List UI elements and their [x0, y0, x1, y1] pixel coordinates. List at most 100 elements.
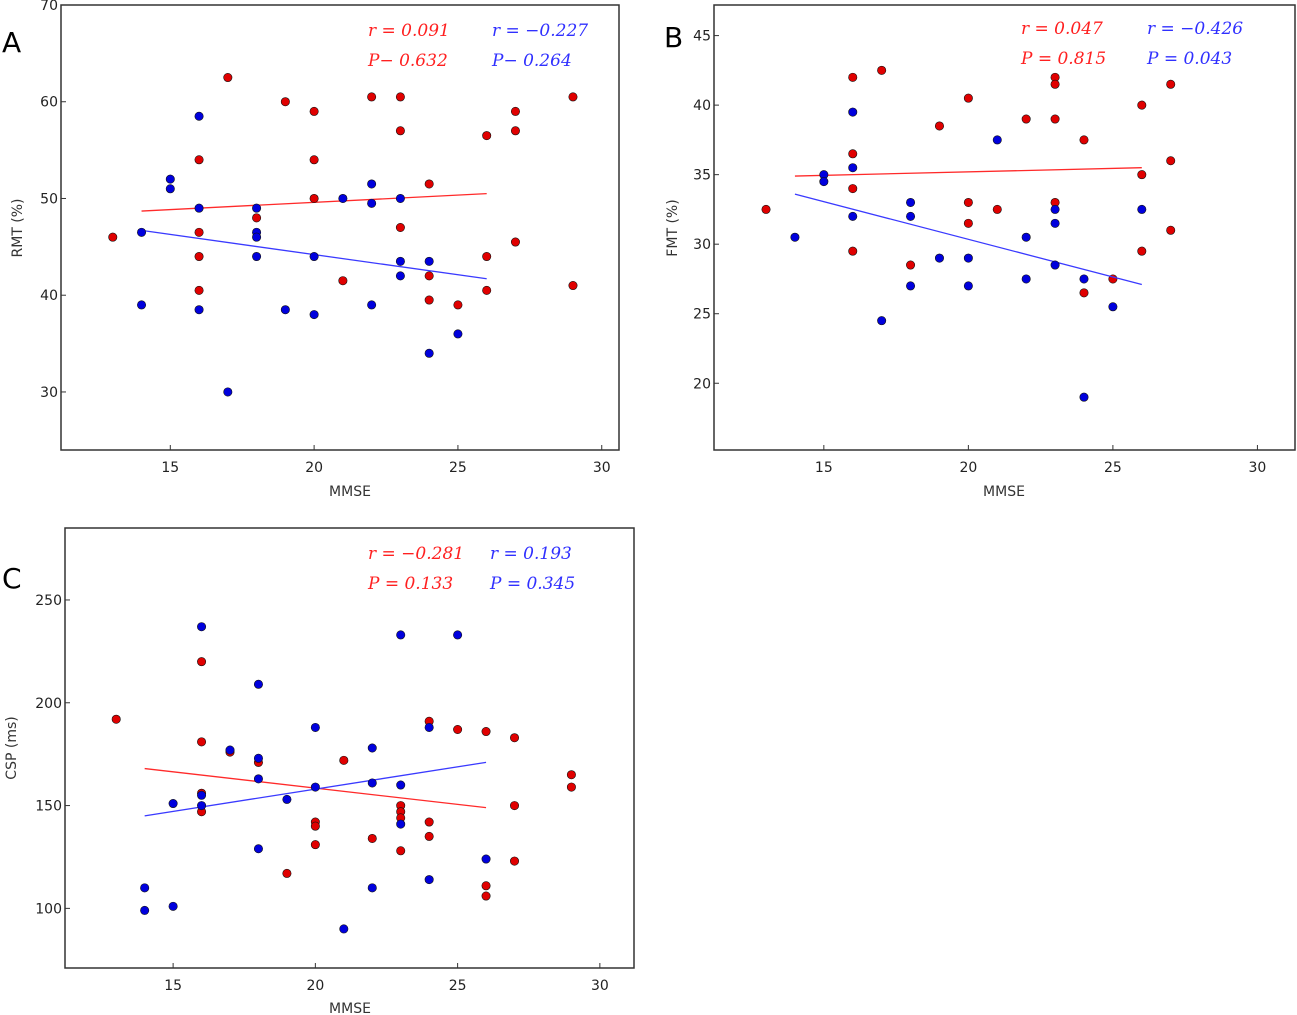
- red-data-point: [992, 204, 1002, 214]
- blue-data-point: [396, 780, 406, 790]
- red-p-annotation: P− 0.632: [367, 51, 448, 71]
- red-data-point: [194, 227, 204, 237]
- blue-data-point: [165, 184, 175, 194]
- y-tick-label: 35: [693, 168, 711, 184]
- red-data-point: [223, 73, 233, 83]
- red-data-point: [1079, 288, 1089, 298]
- red-data-point: [338, 276, 348, 286]
- plot-frame: [713, 4, 1296, 451]
- x-tick-label: 15: [161, 460, 179, 476]
- blue-data-point: [1079, 274, 1089, 284]
- x-tick-label: 30: [1249, 460, 1267, 476]
- blue-data-point: [140, 883, 150, 893]
- red-data-point: [309, 193, 319, 203]
- blue-data-point: [197, 622, 207, 632]
- y-axis-label: FMT (%): [665, 199, 681, 256]
- red-data-point: [481, 881, 491, 891]
- x-tick-label: 15: [164, 978, 182, 994]
- blue-data-point: [168, 901, 178, 911]
- y-tick-label: 60: [40, 95, 58, 111]
- blue-data-point: [367, 300, 377, 310]
- red-data-point: [1021, 114, 1031, 124]
- red-data-point: [1137, 246, 1147, 256]
- red-data-point: [396, 846, 406, 856]
- red-data-point: [194, 155, 204, 165]
- blue-data-point: [396, 819, 406, 829]
- red-data-point: [963, 197, 973, 207]
- red-data-point: [963, 218, 973, 228]
- blue-data-point: [1050, 260, 1060, 270]
- red-data-point: [481, 727, 491, 737]
- red-data-point: [309, 155, 319, 165]
- red-data-point: [906, 260, 916, 270]
- red-data-point: [1166, 225, 1176, 235]
- plot-frame: [60, 4, 620, 451]
- red-data-point: [1137, 170, 1147, 180]
- blue-data-point: [424, 256, 434, 266]
- x-axis-label: MMSE: [329, 484, 371, 500]
- blue-data-point: [253, 844, 263, 854]
- y-tick-label: 250: [35, 593, 62, 609]
- x-tick-label: 20: [306, 978, 324, 994]
- red-data-point: [482, 131, 492, 141]
- blue-data-point: [395, 271, 405, 281]
- blue-data-point: [252, 203, 262, 213]
- blue-data-point: [1050, 218, 1060, 228]
- blue-p-annotation: P = 0.345: [489, 574, 575, 594]
- blue-data-point: [963, 253, 973, 263]
- red-data-point: [510, 801, 520, 811]
- blue-data-point: [424, 722, 434, 732]
- blue-data-point: [424, 348, 434, 358]
- red-data-point: [339, 755, 349, 765]
- blue-data-point: [309, 252, 319, 262]
- y-tick-label: 45: [693, 29, 711, 45]
- blue-data-point: [367, 883, 377, 893]
- x-axis-label: MMSE: [983, 484, 1025, 500]
- red-data-point: [1050, 114, 1060, 124]
- red-data-point: [309, 106, 319, 116]
- red-data-point: [761, 204, 771, 214]
- x-tick-label: 30: [591, 978, 609, 994]
- blue-data-point: [253, 679, 263, 689]
- blue-data-point: [481, 854, 491, 864]
- red-data-point: [310, 821, 320, 831]
- blue-data-point: [367, 179, 377, 189]
- y-tick-label: 30: [693, 237, 711, 253]
- x-tick-label: 25: [449, 460, 467, 476]
- red-data-point: [1166, 156, 1176, 166]
- red-data-point: [424, 271, 434, 281]
- red-data-point: [848, 149, 858, 159]
- y-axis-label: RMT (%): [10, 198, 26, 257]
- blue-data-point: [137, 227, 147, 237]
- blue-data-point: [819, 177, 829, 187]
- red-data-point: [510, 733, 520, 743]
- blue-data-point: [877, 316, 887, 326]
- red-data-point: [280, 97, 290, 107]
- red-data-point: [453, 300, 463, 310]
- red-data-point: [108, 232, 118, 242]
- red-data-point: [310, 840, 320, 850]
- blue-r-annotation: r = −0.227: [492, 21, 588, 41]
- red-data-point: [510, 106, 520, 116]
- red-data-point: [510, 126, 520, 136]
- y-tick-label: 20: [693, 376, 711, 392]
- red-data-point: [395, 92, 405, 102]
- red-data-point: [367, 833, 377, 843]
- blue-data-point: [934, 253, 944, 263]
- red-data-point: [424, 817, 434, 827]
- blue-data-point: [453, 630, 463, 640]
- blue-data-point: [253, 753, 263, 763]
- blue-data-point: [252, 232, 262, 242]
- blue-data-point: [396, 630, 406, 640]
- red-data-point: [197, 737, 207, 747]
- y-tick-label: 70: [40, 0, 58, 14]
- plot-frame: [64, 527, 635, 969]
- blue-data-point: [1079, 392, 1089, 402]
- blue-data-point: [225, 745, 235, 755]
- y-axis-label: CSP (ms): [4, 716, 20, 779]
- blue-data-point: [1050, 204, 1060, 214]
- red-data-point: [566, 770, 576, 780]
- red-regression-line: [794, 167, 1142, 177]
- blue-data-point: [1021, 232, 1031, 242]
- blue-p-annotation: P− 0.264: [491, 51, 572, 71]
